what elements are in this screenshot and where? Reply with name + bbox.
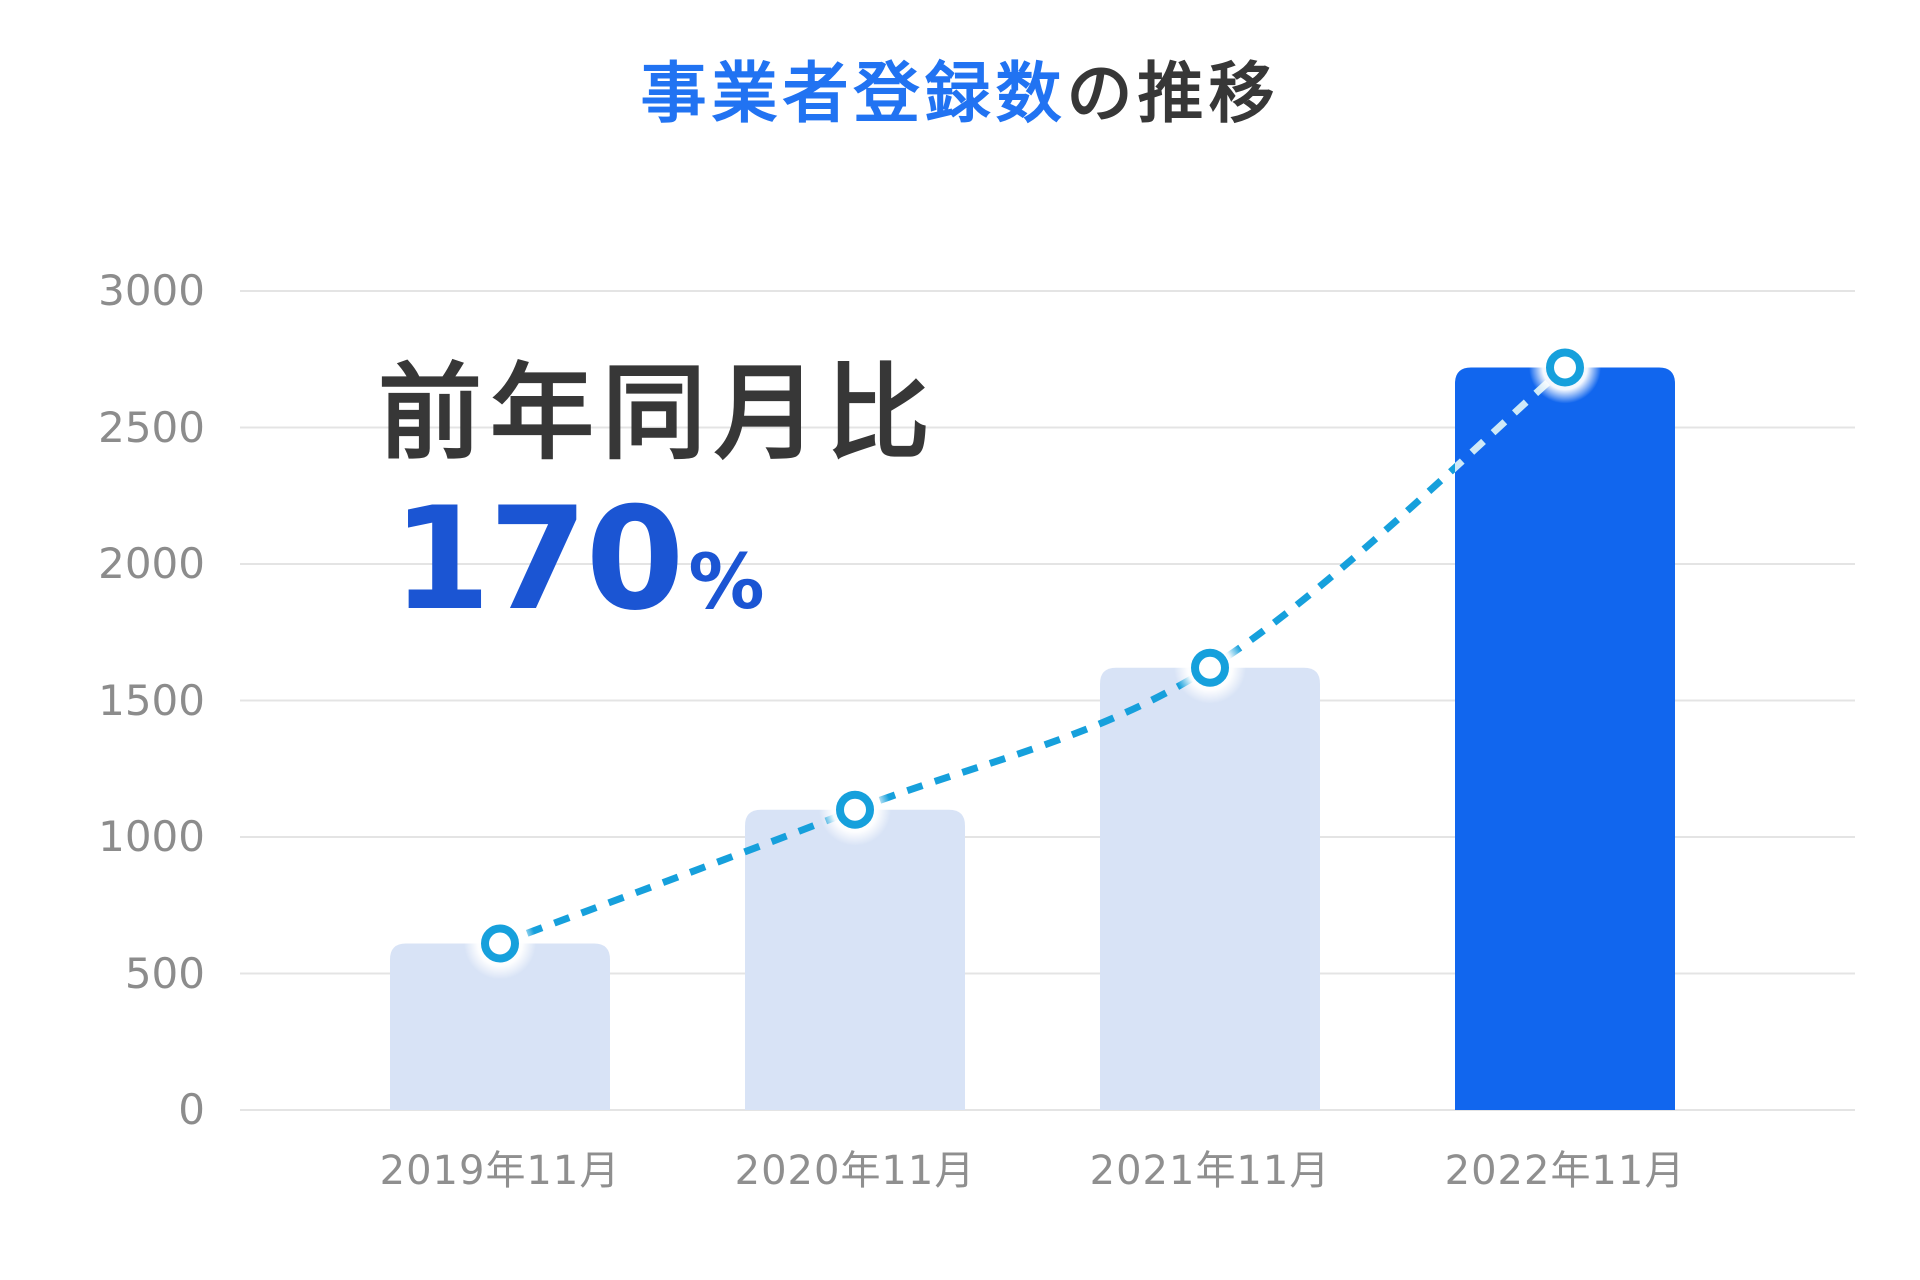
annotation-value: 170%	[392, 488, 938, 631]
data-point-marker-2019年11月	[481, 924, 519, 963]
data-point-marker-2022年11月	[1546, 348, 1584, 387]
y-tick-1500: 1500	[98, 675, 205, 725]
bar-2021年11月	[1100, 667, 1320, 1110]
x-label-2022年11月: 2022年11月	[1444, 1148, 1686, 1194]
x-label-2020年11月: 2020年11月	[734, 1148, 976, 1194]
page-title: 事業者登録数の推移	[0, 55, 1920, 132]
y-tick-2000: 2000	[98, 539, 205, 588]
data-point-marker-2020年11月	[836, 790, 874, 829]
bar-2022年11月	[1455, 367, 1675, 1110]
bar-2020年11月	[745, 809, 965, 1110]
y-tick-0: 0	[178, 1085, 205, 1134]
y-tick-3000: 3000	[98, 266, 205, 315]
y-tick-500: 500	[124, 948, 205, 998]
x-label-2019年11月: 2019年11月	[379, 1148, 621, 1194]
data-point-marker-2021年11月	[1191, 648, 1229, 687]
annotation-block: 前年同月比 170%	[378, 352, 938, 631]
annotation-label: 前年同月比	[378, 352, 939, 474]
trend-dashed-line	[498, 364, 1568, 947]
y-tick-2500: 2500	[98, 402, 205, 452]
page-title-highlight: 事業者登録数	[640, 55, 1067, 132]
y-tick-1000: 1000	[98, 812, 205, 861]
x-label-2021年11月: 2021年11月	[1089, 1148, 1331, 1194]
annotation-number: 170	[392, 476, 684, 642]
annotation-percent-sign: %	[688, 536, 765, 626]
bar-2019年11月	[390, 943, 610, 1110]
page-title-suffix: の推移	[1066, 55, 1280, 132]
